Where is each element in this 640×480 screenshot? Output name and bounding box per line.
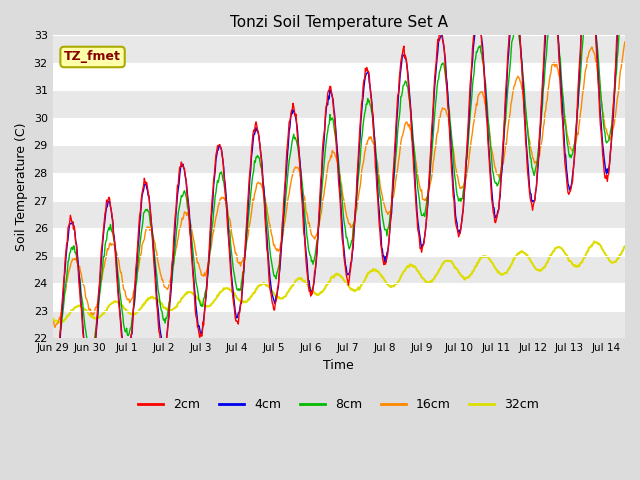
Y-axis label: Soil Temperature (C): Soil Temperature (C)	[15, 122, 28, 251]
Bar	[52, 201, 625, 228]
Bar	[52, 36, 625, 63]
Bar	[52, 90, 625, 118]
Bar	[52, 311, 625, 338]
X-axis label: Time: Time	[323, 359, 354, 372]
Bar	[52, 256, 625, 283]
Title: Tonzi Soil Temperature Set A: Tonzi Soil Temperature Set A	[230, 15, 448, 30]
Legend: 2cm, 4cm, 8cm, 16cm, 32cm: 2cm, 4cm, 8cm, 16cm, 32cm	[133, 393, 544, 416]
Bar	[52, 145, 625, 173]
Text: TZ_fmet: TZ_fmet	[64, 50, 121, 63]
